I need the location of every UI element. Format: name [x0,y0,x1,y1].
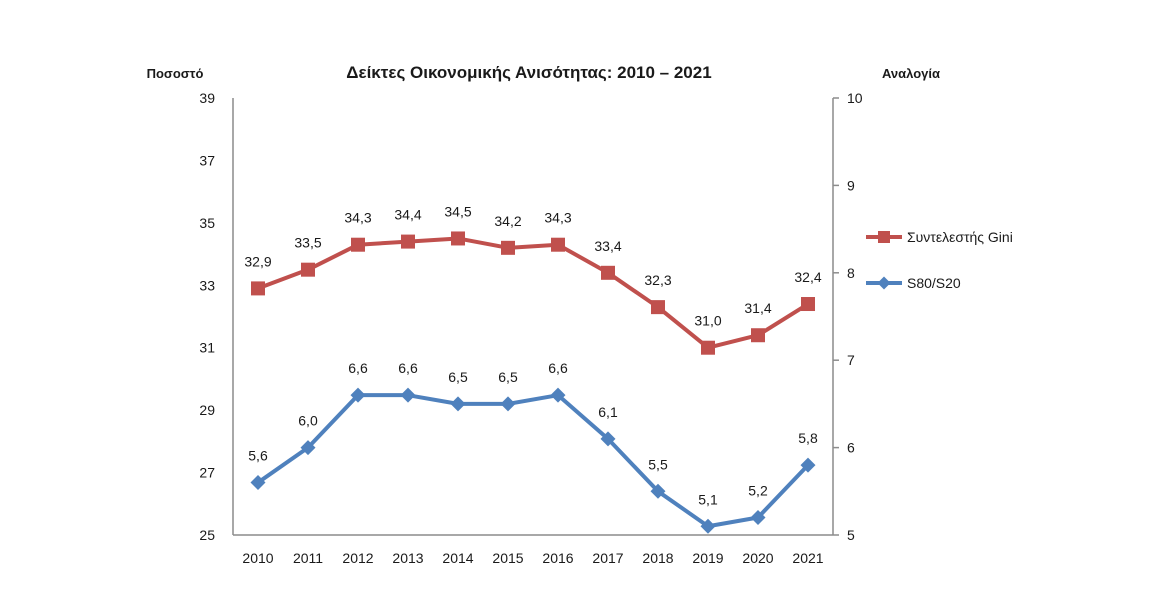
legend-item: S80/S20 [866,275,961,291]
data-label: 31,0 [694,313,721,329]
legend-marker-diamond [877,276,891,290]
axes [232,98,834,536]
x-axis-tick-label: 2020 [742,550,773,566]
data-point-marker [750,510,766,526]
data-point-marker [351,237,365,252]
data-label: 6,5 [448,369,468,385]
y-axis-left-tick-label: 33 [199,277,215,293]
data-point-marker [601,265,615,280]
data-point-marker [651,300,665,315]
data-label: 34,5 [444,203,471,219]
x-axis-tick-label: 2017 [592,550,623,566]
y-axis-left-tick-label: 35 [199,215,215,231]
data-point-marker [451,231,465,246]
data-point-marker [401,234,415,249]
series-line [256,393,810,529]
data-label: 34,4 [394,207,421,223]
data-label: 32,9 [244,253,271,269]
data-label: 6,5 [498,369,518,385]
data-point-marker [700,518,716,534]
series-line [257,236,810,350]
data-label: 34,3 [544,210,571,226]
data-label: 33,4 [594,238,621,254]
data-point-marker [550,387,566,403]
data-point-marker [701,340,715,355]
data-label: 5,6 [248,448,268,464]
data-label: 5,2 [748,483,768,499]
x-axis-tick-label: 2011 [293,550,323,566]
data-point-marker [751,328,765,343]
data-point-marker [801,297,815,312]
x-axis-tick-label: 2018 [642,550,673,566]
data-point-marker [250,475,266,491]
data-point-marker [300,440,316,456]
legend-item: Συντελεστής Gini [866,229,1013,245]
x-axis-tick-label: 2019 [692,550,723,566]
legend-label: S80/S20 [907,275,961,291]
x-axis-ticks: 2010 2011 2012 2013 2014 2015 2016 2017 2018 2019… [242,550,823,566]
y-axis-left-title: Ποσοστό [147,66,204,81]
data-point-marker [600,431,616,447]
x-axis-tick-label: 2016 [542,550,573,566]
data-point-marker [501,240,515,255]
x-axis-tick-label: 2021 [792,550,823,566]
y-axis-left-tick-label: 37 [199,152,215,168]
data-point-marker [251,281,265,296]
y-axis-left-tick-label: 27 [199,465,215,481]
data-point-marker [650,483,666,499]
data-label: 32,3 [644,272,671,288]
data-label: 34,3 [344,210,371,226]
x-axis-tick-label: 2014 [442,550,473,566]
chart-title: Δείκτες Οικονομικής Ανισότητας: 2010 – 2… [346,63,711,82]
y-axis-right-ticks: 5 6 7 8 9 10 [833,90,863,543]
y-axis-right-tick-label: 10 [847,90,863,106]
legend-label: Συντελεστής Gini [907,229,1013,245]
data-label: 6,6 [398,360,418,376]
series-s80-s20: 5,6 6,0 6,6 6,6 6,5 6,5 6,6 6,1 5,5 5,1 5,2 5,8 [248,360,818,534]
x-axis-tick-label: 2015 [492,550,523,566]
y-axis-left-tick-label: 31 [199,340,215,356]
data-point-marker [350,387,366,403]
y-axis-left-tick-label: 39 [199,90,215,106]
data-label: 32,4 [794,269,821,285]
data-label: 31,4 [744,300,771,316]
data-point-marker [301,262,315,277]
x-axis-tick-label: 2012 [342,550,373,566]
y-axis-right-tick-label: 8 [847,265,855,281]
data-label: 6,1 [598,404,618,420]
y-axis-right-tick-label: 5 [847,527,855,543]
y-axis-left-tick-label: 29 [199,402,215,418]
y-axis-right-tick-label: 9 [847,177,855,193]
data-point-marker [800,457,816,473]
data-label: 34,2 [494,213,521,229]
data-point-marker [500,396,516,412]
data-label: 6,6 [548,360,568,376]
data-point-marker [450,396,466,412]
x-axis-tick-label: 2010 [242,550,273,566]
legend-marker-square [878,231,890,243]
y-axis-right-title: Αναλογία [882,66,940,81]
data-label: 5,8 [798,430,818,446]
series-gini: 32,9 33,5 34,3 34,4 34,5 34,2 34,3 33,4 32,3 31,0… [244,203,822,355]
data-label: 6,6 [348,360,368,376]
data-point-marker [551,237,565,252]
series-layer: 32,9 33,5 34,3 34,4 34,5 34,2 34,3 33,4 32,3 31,0… [244,203,822,534]
x-axis-tick-label: 2013 [392,550,423,566]
data-label: 33,5 [294,235,321,251]
y-axis-right-tick-label: 7 [847,352,855,368]
data-label: 5,1 [698,491,718,507]
y-axis-left-tick-label: 25 [199,527,215,543]
data-point-marker [400,387,416,403]
y-axis-left-ticks: 25 27 29 31 33 35 37 39 [199,90,215,543]
y-axis-right-tick-label: 6 [847,440,855,456]
legend: Συντελεστής Gini S80/S20 [866,229,1013,291]
data-label: 5,5 [648,456,668,472]
data-label: 6,0 [298,413,318,429]
